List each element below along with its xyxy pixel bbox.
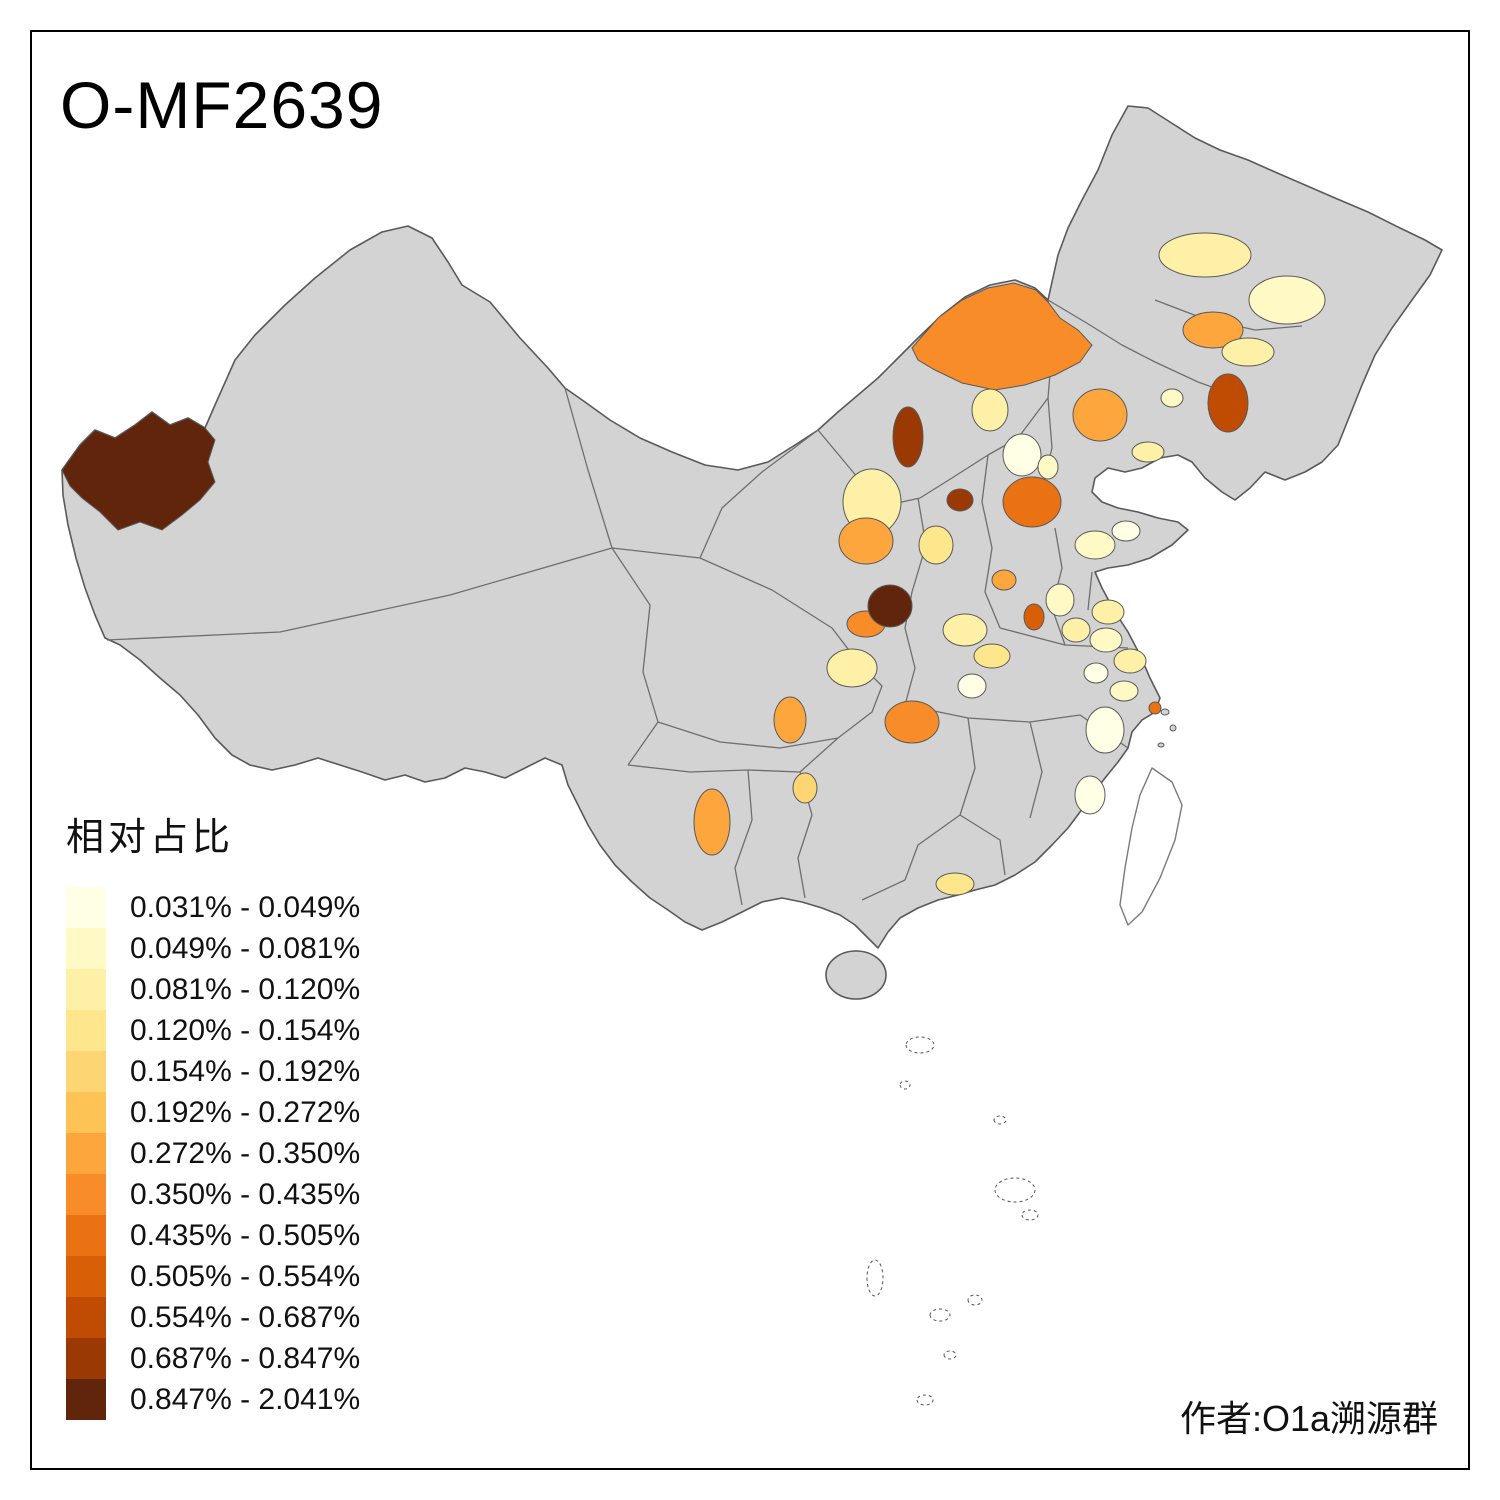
legend-label: 0.081% - 0.120% bbox=[130, 972, 361, 1006]
map-region bbox=[1207, 373, 1249, 433]
map-region bbox=[935, 872, 975, 896]
map-region bbox=[1074, 775, 1106, 815]
map-region bbox=[946, 488, 974, 512]
legend-swatch bbox=[66, 1092, 106, 1133]
legend: 相对占比 0.031% - 0.049% 0.049% - 0.081% 0.0… bbox=[66, 806, 360, 1420]
map-region bbox=[773, 696, 807, 744]
legend-item: 0.687% - 0.847% bbox=[66, 1338, 360, 1379]
legend-swatch bbox=[66, 1338, 106, 1379]
map-region bbox=[971, 388, 1009, 432]
legend-title: 相对占比 bbox=[66, 817, 235, 859]
map-region bbox=[884, 700, 940, 744]
coastal-islets bbox=[1157, 708, 1177, 748]
map-region bbox=[911, 282, 1093, 391]
legend-swatch bbox=[66, 1051, 106, 1092]
legend-swatch bbox=[66, 1379, 106, 1420]
map-region bbox=[826, 648, 878, 688]
legend-label: 0.505% - 0.554% bbox=[130, 1259, 361, 1293]
map-region bbox=[1148, 701, 1162, 715]
map-region bbox=[1248, 275, 1326, 325]
legend-label: 0.435% - 0.505% bbox=[130, 1218, 361, 1252]
map-region bbox=[918, 525, 954, 565]
map-region bbox=[1061, 617, 1091, 643]
legend-label: 0.120% - 0.154% bbox=[130, 1013, 361, 1047]
map-region bbox=[1023, 603, 1045, 631]
hainan-island bbox=[825, 950, 887, 1000]
legend-label: 0.847% - 2.041% bbox=[130, 1382, 361, 1416]
map-region bbox=[1113, 648, 1147, 674]
map-title: O-MF2639 bbox=[60, 68, 384, 142]
map-region bbox=[942, 613, 988, 647]
credit-text: 作者:O1a溯源群 bbox=[1179, 1398, 1438, 1439]
legend-label: 0.031% - 0.049% bbox=[130, 890, 361, 924]
map-region bbox=[1002, 433, 1042, 477]
colored-regions-layer bbox=[61, 232, 1326, 896]
legend-swatch bbox=[66, 1174, 106, 1215]
legend-swatch bbox=[66, 1010, 106, 1051]
map-region bbox=[838, 517, 894, 565]
map-region bbox=[892, 406, 924, 468]
legend-item: 0.435% - 0.505% bbox=[66, 1215, 360, 1256]
legend-item: 0.847% - 2.041% bbox=[66, 1379, 360, 1420]
legend-item: 0.272% - 0.350% bbox=[66, 1133, 360, 1174]
legend-item: 0.554% - 0.687% bbox=[66, 1297, 360, 1338]
legend-label: 0.192% - 0.272% bbox=[130, 1095, 361, 1129]
map-region bbox=[957, 673, 987, 699]
map-region bbox=[1111, 520, 1141, 542]
map-region bbox=[1109, 680, 1139, 702]
map-region bbox=[1072, 388, 1128, 442]
map-region bbox=[693, 788, 731, 856]
legend-item: 0.120% - 0.154% bbox=[66, 1010, 360, 1051]
legend-item: 0.192% - 0.272% bbox=[66, 1092, 360, 1133]
map-region bbox=[1221, 337, 1275, 367]
legend-swatch bbox=[66, 1297, 106, 1338]
map-region bbox=[1037, 454, 1059, 480]
legend-swatch bbox=[66, 1215, 106, 1256]
map-region bbox=[1091, 599, 1125, 625]
map-region bbox=[867, 584, 913, 628]
legend-swatch bbox=[66, 887, 106, 928]
legend-item: 0.049% - 0.081% bbox=[66, 928, 360, 969]
legend-item: 0.081% - 0.120% bbox=[66, 969, 360, 1010]
map-region bbox=[1074, 530, 1116, 560]
map-region bbox=[792, 772, 818, 804]
map-region bbox=[1089, 627, 1123, 653]
legend-swatch bbox=[66, 969, 106, 1010]
legend-label: 0.049% - 0.081% bbox=[130, 931, 361, 965]
legend-swatch bbox=[66, 1133, 106, 1174]
legend-swatch bbox=[66, 1256, 106, 1297]
legend-label: 0.687% - 0.847% bbox=[130, 1341, 361, 1375]
legend-item: 0.505% - 0.554% bbox=[66, 1256, 360, 1297]
legend-items: 0.031% - 0.049% 0.049% - 0.081% 0.081% -… bbox=[66, 887, 360, 1420]
south-china-sea-islands bbox=[866, 1036, 1039, 1406]
map-region bbox=[1083, 662, 1109, 684]
map-region bbox=[1085, 706, 1125, 754]
legend-item: 0.031% - 0.049% bbox=[66, 887, 360, 928]
map-region bbox=[1045, 583, 1075, 617]
map-region bbox=[61, 411, 216, 531]
map-region bbox=[1182, 311, 1244, 349]
legend-item: 0.350% - 0.435% bbox=[66, 1174, 360, 1215]
legend-label: 0.554% - 0.687% bbox=[130, 1300, 361, 1334]
map-region bbox=[1002, 476, 1062, 528]
legend-item: 0.154% - 0.192% bbox=[66, 1051, 360, 1092]
map-region bbox=[1160, 388, 1184, 408]
map-region bbox=[1131, 441, 1165, 463]
map-region bbox=[991, 569, 1017, 591]
legend-label: 0.350% - 0.435% bbox=[130, 1177, 361, 1211]
map-region bbox=[1158, 232, 1252, 278]
legend-label: 0.154% - 0.192% bbox=[130, 1054, 361, 1088]
taiwan-island bbox=[1119, 767, 1183, 926]
legend-swatch bbox=[66, 928, 106, 969]
map-region bbox=[973, 643, 1011, 669]
legend-label: 0.272% - 0.350% bbox=[130, 1136, 361, 1170]
